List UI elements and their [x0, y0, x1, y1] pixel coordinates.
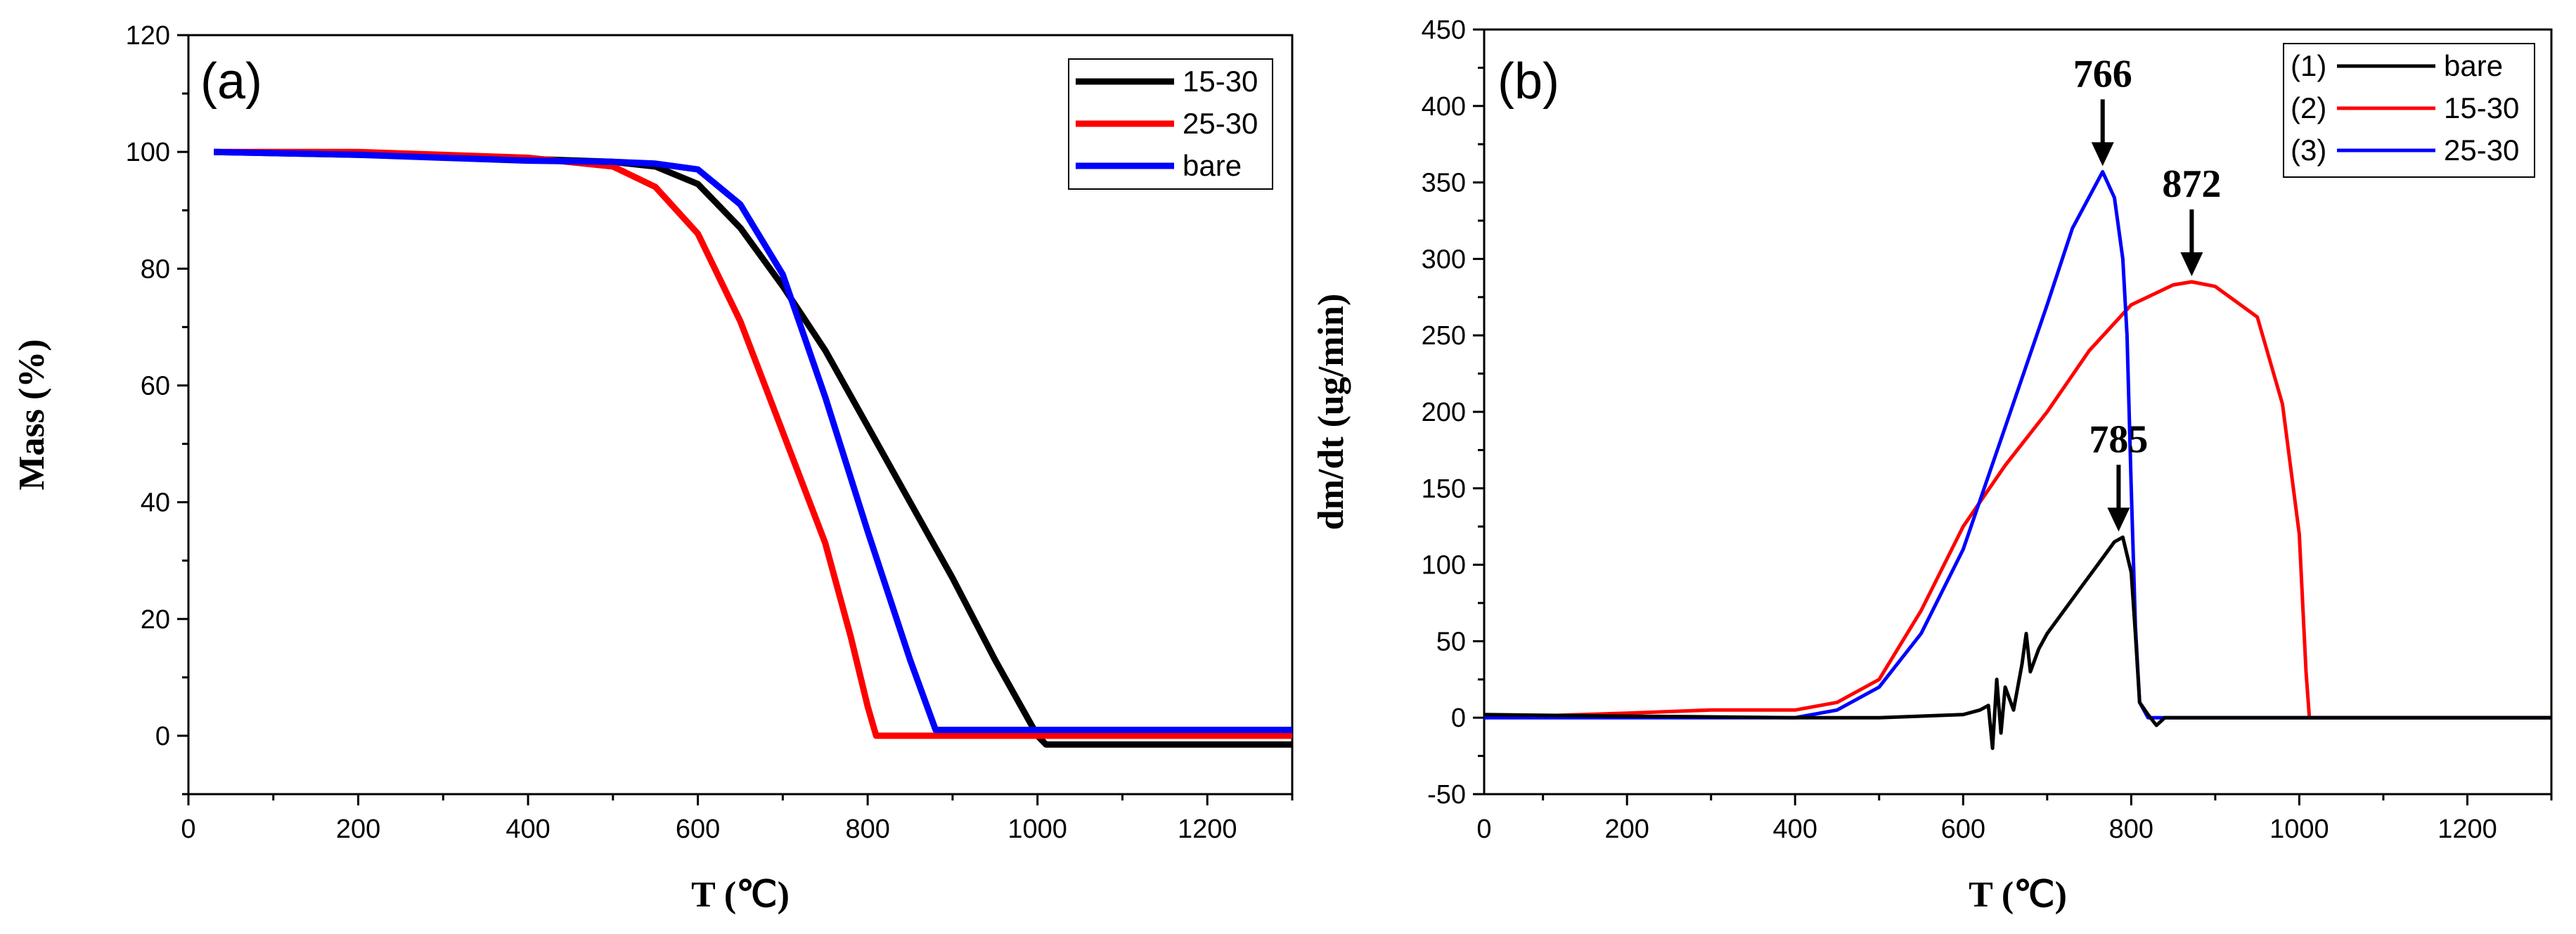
- y-tick-label: 300: [1422, 245, 1466, 274]
- annotation-arrow-head: [2107, 507, 2130, 532]
- y-tick-label: 350: [1422, 169, 1466, 198]
- peak-annotation-label: 785: [2089, 417, 2148, 461]
- legend-label: 15-30: [1183, 65, 1258, 98]
- y-tick-label: 0: [155, 722, 170, 751]
- y-tick-label: -50: [1427, 780, 1466, 810]
- x-tick-label: 200: [336, 815, 380, 844]
- y-tick-label: 20: [141, 605, 170, 635]
- plot-frame: [187, 34, 1294, 796]
- series-line-bare: [214, 148, 1292, 734]
- x-tick-label: 200: [1604, 815, 1649, 844]
- x-tick-label: 800: [845, 815, 889, 844]
- y-tick-label: 120: [126, 21, 170, 51]
- panel-label: (a): [200, 53, 262, 110]
- y-tick-label: 250: [1422, 321, 1466, 351]
- x-axis-title: T (℃): [1969, 875, 2067, 915]
- x-tick-label: 600: [1941, 815, 1985, 844]
- y-tick-label: 50: [1436, 627, 1466, 656]
- y-axis-title: dm/dt (ug/min): [1311, 294, 1351, 531]
- series-line-25-30: [214, 148, 1292, 739]
- legend-label: bare: [2444, 49, 2503, 82]
- x-tick-label: 0: [181, 815, 195, 844]
- x-tick-label: 800: [2109, 815, 2153, 844]
- x-tick-label: 400: [505, 815, 550, 844]
- x-tick-label: 1000: [1007, 815, 1067, 844]
- y-tick-label: 150: [1422, 474, 1466, 504]
- series-line-25-30: [1484, 169, 2551, 720]
- y-tick-label: 0: [1451, 703, 1466, 733]
- annotation-arrow-head: [2180, 252, 2203, 277]
- x-tick-label: 400: [1773, 815, 1817, 844]
- y-tick-label: 60: [141, 371, 170, 401]
- legend-index: (3): [2291, 134, 2326, 167]
- y-tick-label: 450: [1422, 15, 1466, 45]
- legend-label: 15-30: [2444, 91, 2519, 124]
- series-line-15-30: [214, 148, 1292, 748]
- y-tick-label: 200: [1422, 398, 1466, 427]
- x-tick-label: 600: [676, 815, 720, 844]
- x-tick-label: 1200: [2437, 815, 2497, 844]
- legend-label: 25-30: [1183, 107, 1258, 140]
- x-tick-label: 1200: [1178, 815, 1237, 844]
- y-tick-label: 40: [141, 488, 170, 518]
- x-tick-label: 1000: [2269, 815, 2329, 844]
- y-tick-label: 80: [141, 254, 170, 284]
- series-line-bare: [1484, 535, 2551, 751]
- panel-a-mass-chart: 0 200 400 600 800 1000 1200 0 20 40 60 80 100 120 (a) T…: [12, 21, 1294, 915]
- legend-index: (1): [2291, 49, 2326, 82]
- x-tick-label: 0: [1476, 815, 1491, 844]
- x-axis-title: T (℃): [691, 875, 790, 915]
- y-axis-title: Mass (%): [12, 339, 52, 490]
- legend-label: bare: [1183, 149, 1242, 182]
- peak-annotation-label: 872: [2162, 162, 2221, 206]
- legend-label: 25-30: [2444, 134, 2519, 167]
- panel-label: (b): [1498, 53, 1559, 110]
- series-line-15-30: [1484, 280, 2551, 720]
- panel-b-dmdt-chart: 0 200 400 600 800 1000 1200 -50 0 50 100 150 200 250 3…: [1311, 15, 2553, 915]
- y-tick-label: 100: [126, 138, 170, 167]
- peak-annotation-label: 766: [2073, 52, 2132, 96]
- annotation-arrow-head: [2091, 142, 2114, 167]
- legend-index: (2): [2291, 91, 2326, 124]
- y-tick-label: 100: [1422, 551, 1466, 580]
- y-tick-label: 400: [1422, 92, 1466, 122]
